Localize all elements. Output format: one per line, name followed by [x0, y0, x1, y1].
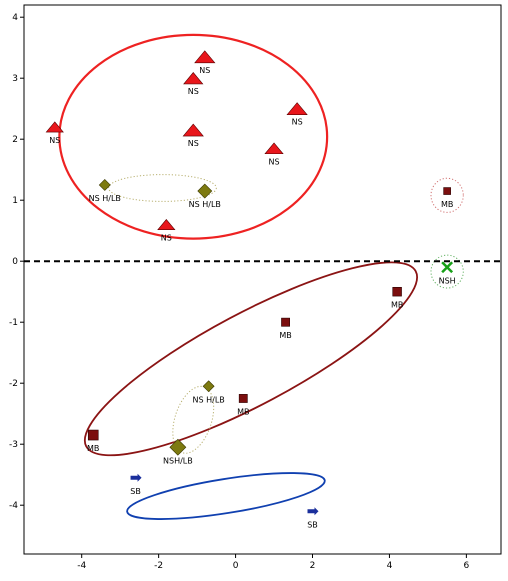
x-tick-label: 6 — [464, 561, 470, 571]
point-label: NS — [188, 139, 199, 148]
point-square — [87, 429, 99, 441]
group-ellipse-sb — [126, 472, 326, 520]
point-label: NS — [161, 234, 172, 243]
point-label: NS H/LB — [193, 395, 225, 404]
point-triangle — [182, 123, 204, 137]
group-ellipse-ns — [58, 33, 329, 240]
point-label: NS H/LB — [89, 194, 121, 203]
point-diamond — [169, 438, 187, 456]
point-label: NS — [292, 118, 303, 127]
point-triangle — [194, 50, 216, 64]
y-tick-label: -3 — [9, 440, 18, 450]
point-label: NS — [199, 66, 210, 75]
point-label: NS — [49, 136, 60, 145]
ellipse-layer — [58, 33, 464, 520]
group-ellipse-mb — [430, 177, 464, 213]
x-tick-label: 2 — [310, 561, 316, 571]
group-ellipse-mb — [83, 261, 418, 457]
point-label: SB — [307, 520, 318, 529]
point-diamond — [202, 380, 215, 393]
point-diamond — [98, 179, 111, 191]
x-tick-label: 4 — [387, 561, 393, 571]
y-tick-label: 0 — [12, 257, 18, 267]
point-label: NS — [269, 157, 280, 166]
tick-layer: -4 -2 0 2 4 6 4 3 2 1 0 -1 -2 -3 -4 — [9, 13, 469, 571]
y-tick-label: 1 — [12, 196, 18, 206]
point-label: MB — [391, 301, 403, 310]
point-label: NSH — [439, 276, 456, 285]
point-square — [238, 394, 248, 403]
y-tick-label: 3 — [12, 74, 18, 84]
point-diamond — [197, 183, 213, 199]
point-label: NSH/LB — [163, 456, 193, 465]
y-tick-label: -1 — [9, 318, 18, 328]
point-triangle — [157, 219, 176, 230]
point-label: MB — [441, 200, 453, 209]
point-layer: NS NS NS NS NS NS NS NS H/LB NS H/LB MB NSH MB MB NS … — [45, 50, 456, 529]
y-tick-label: -2 — [9, 379, 18, 389]
x-tick-label: -4 — [77, 561, 86, 571]
x-tick-label: -2 — [154, 561, 163, 571]
point-triangle — [286, 102, 308, 115]
group-ellipse-ns-h-lb — [108, 174, 217, 202]
point-triangle — [45, 121, 64, 133]
point-label: NS H/LB — [189, 200, 221, 209]
point-triangle — [264, 142, 284, 155]
point-triangle — [183, 72, 204, 85]
point-arrow — [130, 473, 142, 482]
point-square — [281, 317, 290, 327]
point-square — [392, 286, 402, 297]
x-tick-label: 0 — [233, 561, 239, 571]
point-x-stroke — [441, 261, 454, 274]
group-ellipse-nsh — [430, 254, 464, 289]
y-tick-label: -4 — [9, 501, 18, 511]
point-label: MB — [87, 444, 99, 453]
point-label: NS — [188, 87, 199, 96]
y-tick-label: 4 — [12, 13, 18, 23]
point-label: MB — [279, 331, 291, 340]
plot-frame — [23, 4, 502, 555]
point-label: SB — [130, 487, 141, 496]
point-arrow — [307, 507, 319, 516]
point-x — [441, 261, 454, 274]
point-square — [443, 187, 451, 195]
point-label: MB — [237, 407, 249, 416]
y-tick-label: 2 — [12, 135, 18, 145]
